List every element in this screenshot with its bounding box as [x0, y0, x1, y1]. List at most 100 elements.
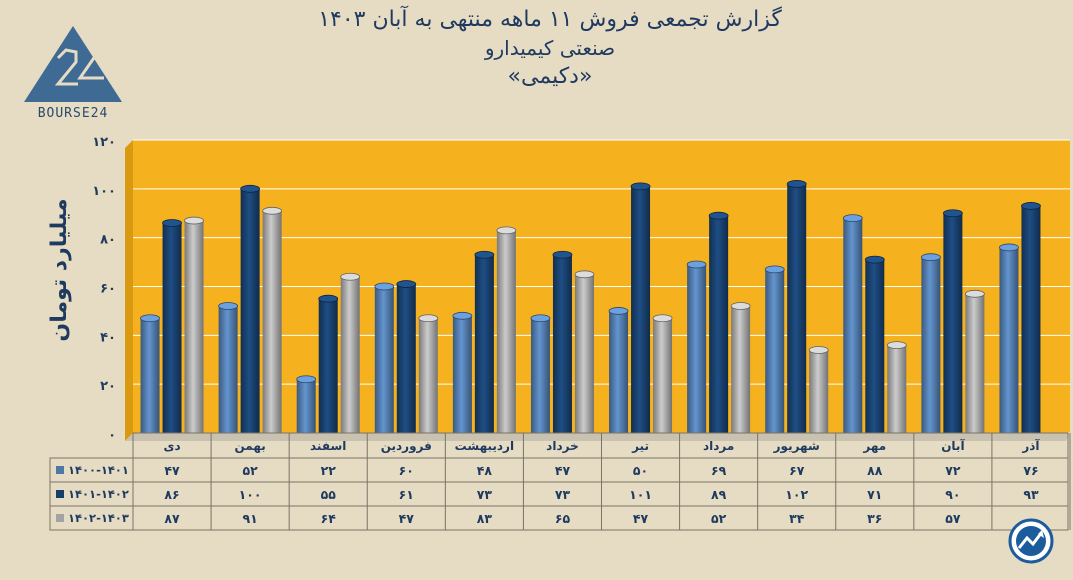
bar-top [318, 294, 339, 303]
data-label: ۱۰۱ [629, 487, 652, 502]
category-label: مهر [862, 439, 886, 453]
bar [162, 223, 182, 433]
bar-top [864, 255, 885, 264]
legend-swatch [56, 490, 64, 498]
data-label: ۶۰ [399, 463, 414, 478]
bar [374, 286, 394, 433]
bar-top [530, 314, 551, 323]
bar-top [730, 302, 751, 310]
data-label: ۷۳ [555, 487, 571, 502]
data-label: ۸۳ [477, 511, 493, 526]
trend-chart-icon [1008, 518, 1054, 564]
data-label: ۸۶ [164, 487, 179, 502]
bar [943, 213, 963, 433]
bar [687, 264, 707, 433]
bar-top [474, 250, 495, 259]
data-label: ۶۵ [555, 511, 571, 526]
legend-entry: ۱۴۰۰-۱۴۰۱ [68, 463, 129, 477]
bar [418, 318, 438, 433]
bar-top [942, 209, 963, 218]
data-label: ۲۲ [321, 463, 337, 478]
bar-top [418, 314, 439, 323]
category-label: مرداد [703, 439, 734, 453]
bourse24-logo: BOURSE24 [18, 22, 128, 127]
data-label: ۹۱ [242, 511, 257, 526]
plot-side-wall [125, 140, 133, 441]
bar [474, 254, 494, 433]
data-label: ۷۳ [477, 487, 493, 502]
bar-top [630, 182, 651, 191]
bar [809, 349, 829, 433]
plot-floor [125, 433, 1070, 441]
bar [787, 183, 807, 433]
bar-top [652, 314, 673, 323]
bar [262, 210, 282, 433]
bar-top [964, 289, 985, 298]
bar [653, 318, 673, 433]
bar-top [1021, 202, 1041, 210]
bar-top [396, 280, 417, 288]
y-tick-label: ۰ [108, 428, 116, 443]
bar [318, 298, 338, 433]
chart-title-block: گزارش تجمعی فروش ۱۱ ماهه منتهی به آبان ۱… [250, 6, 850, 92]
bar-top [496, 226, 517, 235]
bar-top [374, 282, 395, 291]
table-row [49, 505, 1069, 531]
bar-top [340, 272, 361, 281]
category-label: اسفند [310, 439, 346, 453]
bar [140, 318, 160, 433]
data-label: ۴۷ [633, 511, 649, 526]
y-tick-label: ۸۰ [100, 233, 116, 248]
y-tick-label: ۱۰۰ [92, 184, 116, 199]
y-tick-label: ۱۲۰ [92, 135, 116, 150]
data-label: ۷۶ [1023, 463, 1038, 478]
data-label: ۶۷ [789, 463, 805, 478]
logo-text: BOURSE24 [37, 106, 109, 121]
bar [709, 215, 729, 433]
data-label: ۷۱ [867, 487, 882, 502]
y-tick-label: ۴۰ [100, 330, 116, 345]
data-label: ۹۳ [1023, 487, 1039, 502]
data-label: ۵۵ [321, 487, 337, 502]
bar [240, 188, 260, 433]
legend-entry: ۱۴۰۱-۱۴۰۲ [68, 487, 129, 501]
bar [843, 218, 863, 433]
bar [631, 186, 651, 433]
data-label: ۶۴ [321, 511, 337, 526]
bar-top [686, 260, 707, 269]
bar [296, 379, 316, 433]
category-label: آذر [1021, 438, 1040, 453]
logo-triangle-icon [24, 26, 122, 102]
category-label: آبان [941, 438, 965, 453]
data-label: ۳۶ [867, 511, 882, 526]
bar-top [920, 253, 941, 262]
bar [609, 310, 629, 433]
category-label: دی [163, 439, 180, 453]
bar [865, 259, 885, 433]
bar [452, 315, 472, 433]
bar [340, 276, 360, 433]
bar-top [764, 265, 785, 274]
data-label: ۱۰۰ [239, 487, 262, 502]
data-label: ۵۷ [945, 511, 961, 526]
data-label: ۴۷ [164, 463, 180, 478]
bar-top [886, 341, 907, 350]
data-label: ۷۲ [945, 463, 961, 478]
chart-subtitle: صنعتی کیمیدارو [484, 36, 616, 60]
data-label: ۴۷ [555, 463, 571, 478]
bar-top [218, 302, 239, 310]
bar [731, 306, 751, 433]
bar-top [786, 180, 807, 188]
category-label: اردیبهشت [455, 439, 514, 453]
bar-top [296, 375, 317, 384]
data-label: ۳۴ [789, 511, 805, 526]
data-label: ۸۷ [164, 511, 180, 526]
bar [552, 254, 572, 433]
data-label: ۸۸ [867, 463, 883, 478]
category-label: شهریور [773, 439, 820, 454]
bar-top [140, 314, 160, 323]
bar-top [262, 206, 283, 215]
data-label: ۴۸ [477, 463, 493, 478]
